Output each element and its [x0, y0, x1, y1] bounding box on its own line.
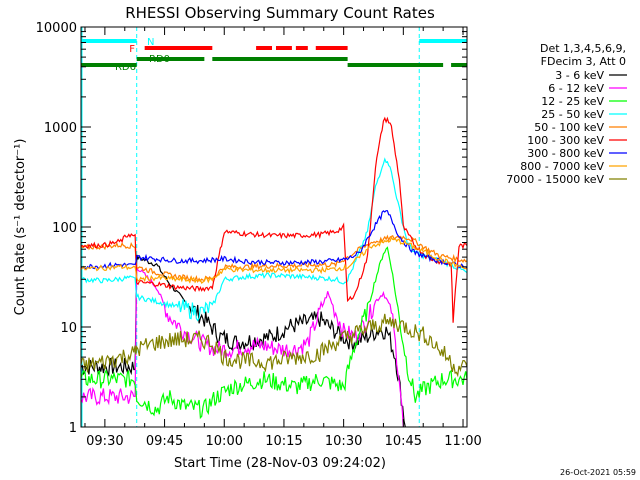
series-line-3: [80, 157, 468, 322]
legend-entry-label-4: 50 - 100 keV: [534, 121, 604, 134]
vertical-guides: [81, 27, 468, 427]
flag-bars: N F RD0 RD6: [81, 37, 467, 73]
y-axis-label: Count Rate (s⁻¹ detector⁻¹): [13, 139, 28, 316]
x-tick-label-4: 10:30: [325, 434, 362, 449]
flag-label-f: F: [129, 44, 135, 55]
plot-frame: [80, 26, 468, 428]
legend-entry-label-7: 800 - 7000 keV: [520, 160, 604, 173]
series-line-8: [80, 313, 468, 378]
x-tick-label-6: 11:00: [444, 434, 481, 449]
series-line-6: [80, 210, 468, 270]
legend-entry-label-0: 3 - 6 keV: [555, 69, 604, 82]
x-axis-label: Start Time (28-Nov-03 09:24:02): [174, 456, 386, 471]
y-axis: 1 10 100 1000 10000: [36, 21, 467, 436]
x-tick-label-0: 09:30: [86, 434, 123, 449]
chart-title: RHESSI Observing Summary Count Rates: [125, 4, 435, 22]
y-tick-label-4: 10000: [36, 21, 77, 36]
flag-label-rd0: RD0: [149, 54, 170, 65]
y-tick-label-1: 10: [60, 321, 77, 336]
legend-entry-label-1: 6 - 12 keV: [548, 82, 604, 95]
render-timestamp: 26-Oct-2021 05:59: [560, 468, 636, 477]
series-line-7: [80, 236, 468, 284]
legend-header-line-2: FDecim 3, Att 0: [541, 55, 626, 68]
series-line-2: [80, 246, 468, 420]
legend-entry-label-3: 25 - 50 keV: [541, 108, 604, 121]
legend-entry-label-8: 7000 - 15000 keV: [506, 173, 604, 186]
x-tick-label-3: 10:15: [265, 434, 302, 449]
y-tick-label-3: 1000: [44, 121, 77, 136]
y-tick-label-2: 100: [52, 221, 77, 236]
legend-header-line-1: Det 1,3,4,5,6,9,: [540, 42, 626, 55]
series-line-5: [80, 116, 468, 323]
series-lines: [80, 116, 468, 428]
flag-label-rd6: RD6: [115, 62, 136, 73]
legend-entry-label-5: 100 - 300 keV: [527, 134, 604, 147]
x-tick-label-1: 09:45: [146, 434, 183, 449]
legend: Det 1,3,4,5,6,9, FDecim 3, Att 0 3 - 6 k…: [506, 42, 627, 186]
series-line-1: [80, 267, 404, 428]
flag-label-n: N: [147, 37, 154, 48]
x-tick-label-2: 10:00: [206, 434, 243, 449]
legend-entry-label-6: 300 - 800 keV: [527, 147, 604, 160]
series-line-4: [80, 234, 468, 284]
legend-entry-label-2: 12 - 25 keV: [541, 95, 604, 108]
x-axis: 09:30 09:45 10:00 10:15 10:30 10:45 11:00: [84, 27, 482, 449]
y-tick-label-0: 1: [69, 421, 77, 436]
x-tick-label-5: 10:45: [385, 434, 422, 449]
